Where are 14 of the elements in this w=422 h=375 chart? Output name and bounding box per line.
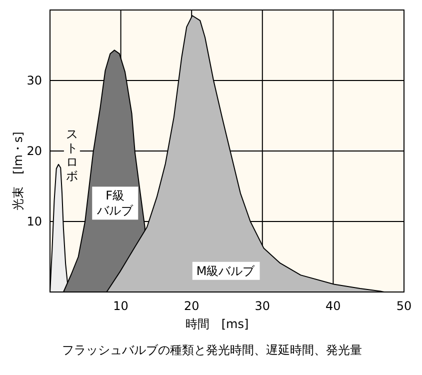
series-label: M級バルブ (196, 264, 256, 278)
x-tick-label: 40 (326, 299, 341, 313)
x-axis-title: 時間 [ms] (185, 317, 249, 331)
y-tick-label: 20 (26, 144, 42, 158)
x-tick-label: 50 (396, 299, 412, 313)
x-tick-label: 30 (254, 299, 270, 313)
y-tick-label: 30 (26, 74, 42, 88)
text: フラッシュバルブの種類と発光時間、遅延時間、発光量 (62, 343, 362, 357)
x-tick-label: 20 (184, 299, 200, 313)
y-axis-title: 光束 [lm・s] (11, 132, 25, 210)
series-label: F級バルブ (96, 188, 134, 218)
x-tick-label: 10 (113, 299, 128, 313)
series-label: ストロボ (66, 127, 78, 184)
y-tick-label: 10 (26, 214, 42, 228)
